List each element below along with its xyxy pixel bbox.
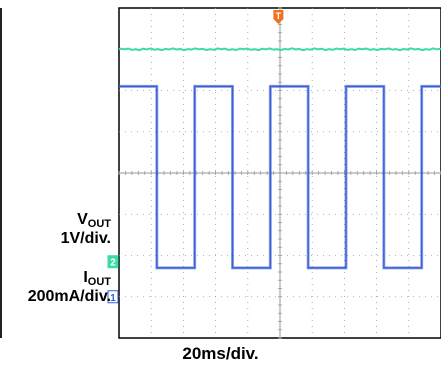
ground-marker-box [107, 255, 119, 269]
ground-marker-label: 1 [110, 293, 116, 304]
ground-marker-label: 2 [110, 258, 116, 269]
ground-marker-ch1: 1 [107, 290, 119, 304]
trace-ch1-glow [119, 84, 441, 270]
iout-scale-label: 200mA/div. [27, 288, 111, 305]
time-scale-label: 20ms/div. [182, 344, 259, 363]
iout-label: IOUT [83, 269, 111, 289]
ground-marker-box [107, 290, 119, 304]
left-edge-line [0, 8, 2, 338]
trigger-marker-label: T [276, 11, 282, 21]
vout-label: VOUT [77, 211, 111, 231]
ground-marker-ch2: 2 [107, 255, 119, 269]
vout-scale-label: 1V/div. [60, 230, 111, 247]
trace-ch2 [118, 47, 441, 52]
channel-markers: 2 1 T [107, 10, 284, 304]
trigger-marker-shape [273, 10, 284, 24]
waveform-traces [118, 47, 441, 270]
trigger-marker: T [273, 10, 284, 24]
